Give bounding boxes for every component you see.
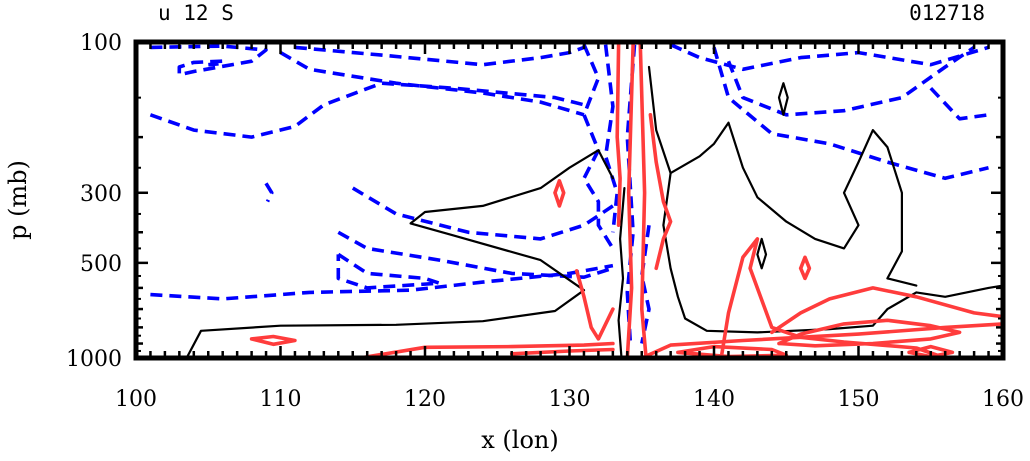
contour-negative-0 xyxy=(150,44,268,77)
y-tick-label: 300 xyxy=(80,182,122,207)
y-tick-label: 500 xyxy=(80,252,122,277)
contour-positive-37 xyxy=(907,344,955,359)
contour-negative-12 xyxy=(669,43,990,72)
contour-negative-15 xyxy=(929,86,989,121)
contour-negative-14 xyxy=(726,45,976,117)
contour-negative-11 xyxy=(640,224,651,344)
x-tick-label: 120 xyxy=(404,387,446,412)
x-tick-label: 130 xyxy=(549,387,591,412)
plot-frame xyxy=(133,39,1006,361)
contour-zero-21 xyxy=(756,237,768,270)
contour-negative-4 xyxy=(150,263,614,301)
axis-ticks: 100 110 120 130 140 150 160 100 300 500 1000 xyxy=(66,31,1024,412)
contour-negative-13 xyxy=(712,46,989,181)
contour-lines xyxy=(149,42,1005,360)
contour-positive-23 xyxy=(625,42,635,360)
header-right-label: 012718 xyxy=(909,1,985,25)
contour-positive-34 xyxy=(719,237,947,360)
contour-zero-18 xyxy=(617,187,626,360)
x-tick-label: 160 xyxy=(982,387,1024,412)
x-tick-label: 150 xyxy=(838,387,880,412)
contour-positive-28 xyxy=(553,179,566,208)
y-tick-label: 1000 xyxy=(66,347,122,372)
contour-negative-16 xyxy=(264,182,274,203)
contour-positive-24 xyxy=(638,42,648,360)
contour-positive-31 xyxy=(249,334,297,347)
contour-positive-38 xyxy=(798,255,812,281)
contour-zero-22 xyxy=(777,82,789,116)
x-tick-label: 110 xyxy=(260,387,302,412)
contour-negative-8 xyxy=(582,43,615,250)
contour-negative-5 xyxy=(337,230,614,279)
contour-positive-25 xyxy=(615,42,622,227)
contour-positive-29 xyxy=(358,341,615,360)
contour-negative-2 xyxy=(294,45,585,67)
header-left-label: u 12 S xyxy=(158,1,234,25)
y-tick-label: 100 xyxy=(80,31,122,56)
contour-negative-9 xyxy=(603,44,619,233)
contour-negative-1 xyxy=(149,81,585,139)
contour-negative-6 xyxy=(351,186,614,241)
contour-zero-20 xyxy=(669,121,918,287)
contour-positive-27 xyxy=(574,269,615,341)
contour-positive-35 xyxy=(770,286,1005,335)
contour-zero-17 xyxy=(185,149,614,360)
contour-zero-19 xyxy=(647,65,1005,334)
contour-positive-36 xyxy=(777,318,962,348)
x-axis-label: x (lon) xyxy=(481,426,558,454)
plot-border xyxy=(133,39,1006,361)
y-axis-label: p (mb) xyxy=(4,160,32,240)
x-tick-label: 100 xyxy=(115,387,157,412)
contour-positive-33 xyxy=(676,344,789,359)
contour-positive-26 xyxy=(648,113,673,271)
contour-negative-3 xyxy=(279,51,585,117)
x-tick-label: 140 xyxy=(693,387,735,412)
contour-negative-7 xyxy=(336,252,442,290)
